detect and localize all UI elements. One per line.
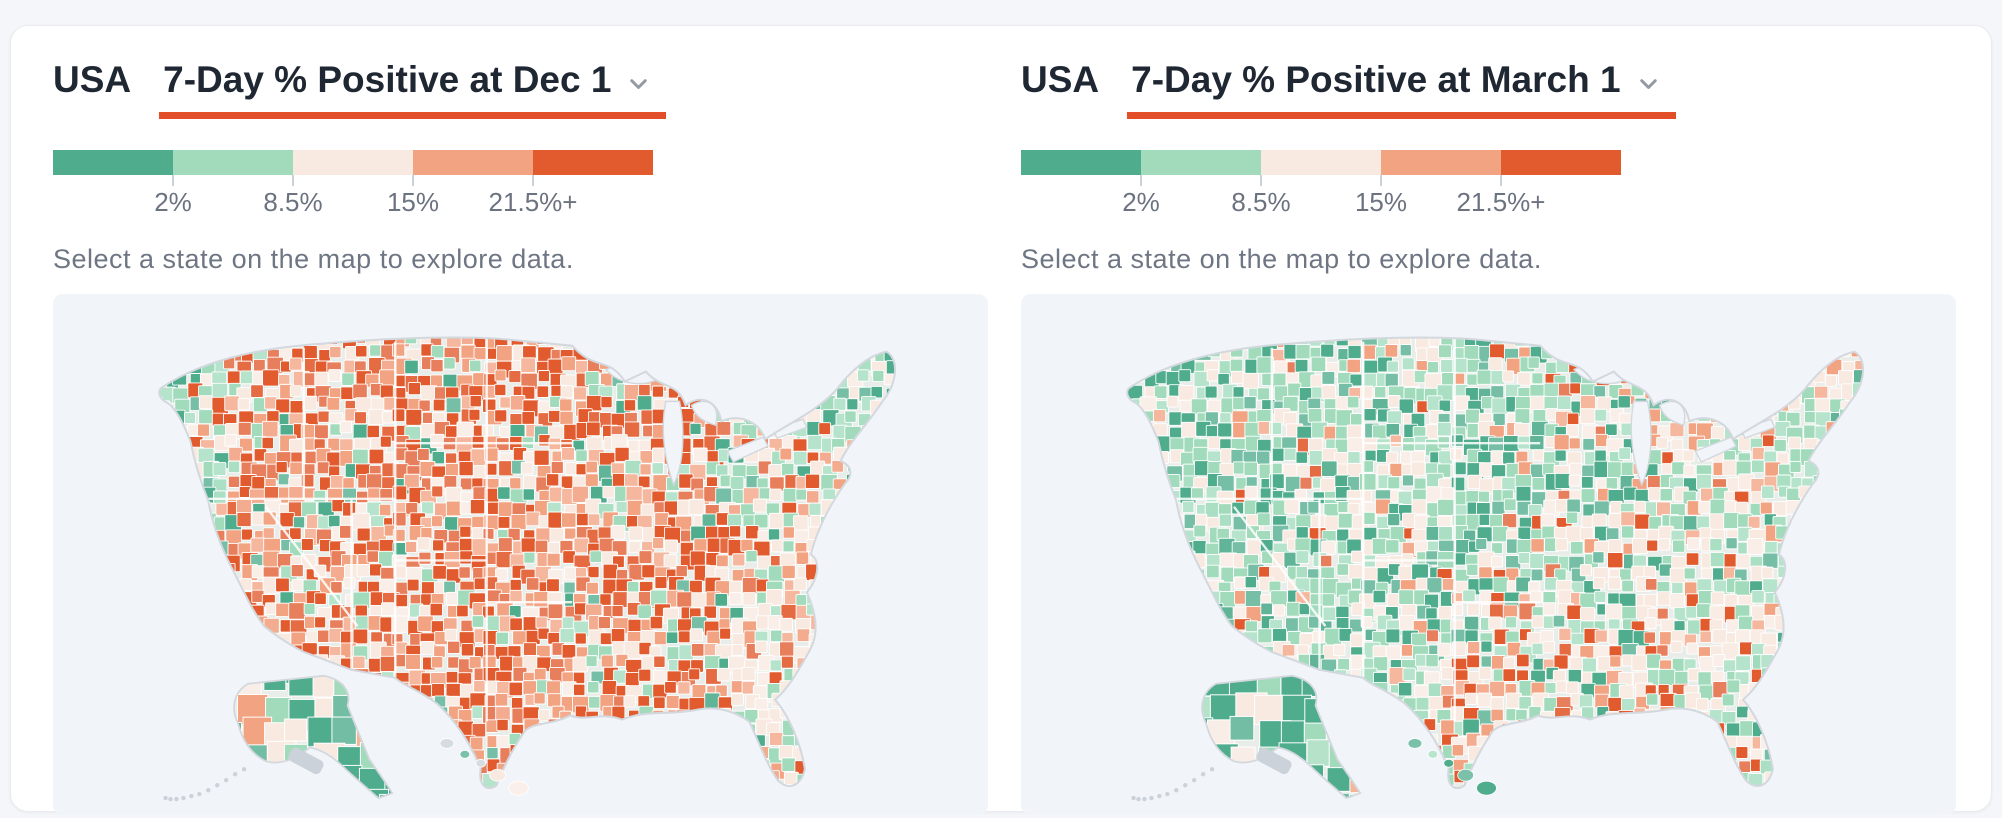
legend-tick [412,175,414,186]
legend-tick [1260,175,1262,186]
legend-bar [53,150,653,175]
chevron-down-icon [630,78,648,89]
legend-ticks [1021,175,1621,187]
us-county-map-march[interactable] [1021,294,1956,815]
legend-segment [533,150,653,175]
legend-tick [172,175,174,186]
color-legend: 2% 8.5% 15% 21.5%+ [53,150,653,217]
legend-tick [532,175,534,186]
legend-segment [1021,150,1141,175]
legend-label: 15% [386,187,440,217]
legend-label: 15% [1354,187,1408,217]
legend-segment [1261,150,1381,175]
legend-segment [1381,150,1501,175]
legend-label: 8.5% [1231,187,1291,217]
legend-tick [1380,175,1382,186]
legend-segment [413,150,533,175]
legend-label: 8.5% [263,187,323,217]
legend-segment [53,150,173,175]
map-hint-text: Select a state on the map to explore dat… [1021,244,1542,274]
metric-dropdown[interactable]: 7-Day % Positive at March 1 [1127,58,1676,119]
legend-segment [1501,150,1621,175]
legend-segment [1141,150,1261,175]
panel-header: USA 7-Day % Positive at Dec 1 [53,58,988,119]
legend-tick [292,175,294,186]
metric-label: 7-Day % Positive at Dec 1 [163,59,612,100]
legend-segment [173,150,293,175]
legend-labels: 2% 8.5% 15% 21.5%+ [1021,187,1621,217]
legend-label: 2% [1122,187,1160,217]
panel-header: USA 7-Day % Positive at March 1 [1021,58,1956,119]
us-county-map-dec[interactable] [53,294,988,815]
metric-label: 7-Day % Positive at March 1 [1131,59,1621,100]
dashboard-card: USA 7-Day % Positive at Dec 1 2% 8.5% 15% 2… [10,25,1992,815]
map-panels: USA 7-Day % Positive at Dec 1 2% 8.5% 15% 2… [53,54,1956,815]
legend-ticks [53,175,653,187]
metric-dropdown[interactable]: 7-Day % Positive at Dec 1 [159,58,667,119]
chevron-down-icon [1639,78,1657,89]
map-hint-text: Select a state on the map to explore dat… [53,244,574,274]
legend-tick [1500,175,1502,186]
panel-march-1: USA 7-Day % Positive at March 1 2% 8.5% 15… [1021,54,1956,815]
region-label: USA [53,59,132,100]
panel-dec-1: USA 7-Day % Positive at Dec 1 2% 8.5% 15% 2… [53,54,988,815]
legend-segment [293,150,413,175]
legend-bar [1021,150,1621,175]
legend-tick [1140,175,1142,186]
legend-label: 2% [154,187,192,217]
legend-label: 21.5%+ [488,187,578,217]
legend-label: 21.5%+ [1456,187,1546,217]
color-legend: 2% 8.5% 15% 21.5%+ [1021,150,1621,217]
legend-labels: 2% 8.5% 15% 21.5%+ [53,187,653,217]
region-label: USA [1021,59,1100,100]
